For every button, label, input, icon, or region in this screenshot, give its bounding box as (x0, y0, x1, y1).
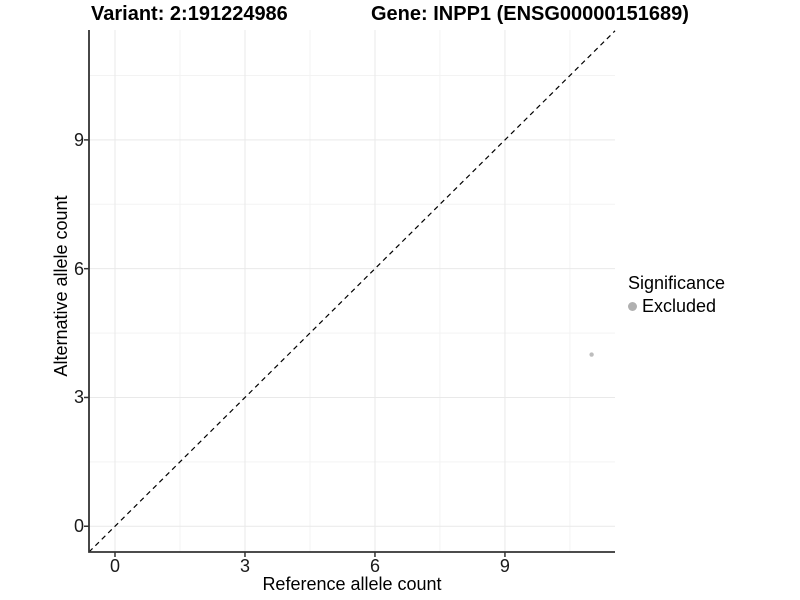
legend-item-label: Excluded (642, 296, 717, 316)
y-tick-label: 3 (73, 387, 84, 408)
y-tick-label: 0 (73, 516, 84, 537)
legend-point-icon (628, 301, 637, 311)
x-tick-label: 9 (499, 556, 510, 576)
data-point (589, 352, 594, 357)
plot-title-gene: Gene: INPP1 (ENSG00000151689) (371, 3, 689, 25)
legend-title: Significance (628, 273, 726, 293)
y-tick-label: 9 (73, 129, 84, 150)
x-tick-label: 3 (239, 556, 250, 576)
x-tick-label: 6 (369, 556, 380, 576)
x-tick-label: 0 (109, 556, 120, 576)
legend-item-excluded: Excluded (628, 296, 725, 316)
axis-lines (88, 30, 615, 553)
x-axis-label: Reference allele count (262, 574, 442, 594)
identity-dashed-line (88, 30, 616, 553)
plot-title-variant: Variant: 2:191224986 (91, 3, 288, 25)
y-tick-label: 6 (73, 258, 84, 279)
legend: Significance Excluded (628, 272, 725, 316)
